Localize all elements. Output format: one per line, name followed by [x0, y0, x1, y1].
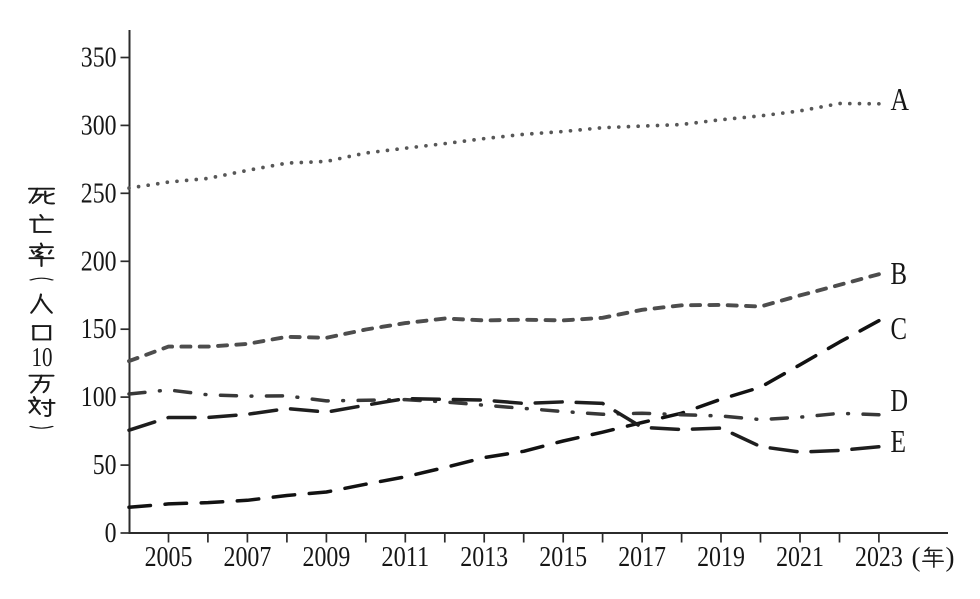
- svg-text:C: C: [891, 310, 908, 346]
- svg-text:(: (: [912, 542, 921, 572]
- svg-text:350: 350: [81, 43, 117, 74]
- svg-text:2011: 2011: [381, 542, 429, 573]
- svg-text:2013: 2013: [460, 542, 508, 573]
- svg-text:2019: 2019: [697, 542, 745, 573]
- svg-text:2023: 2023: [855, 542, 903, 573]
- svg-text:D: D: [891, 382, 909, 418]
- svg-text:300: 300: [81, 110, 117, 141]
- svg-text:): ): [946, 542, 955, 572]
- svg-text:A: A: [891, 81, 910, 117]
- svg-text:E: E: [891, 423, 907, 459]
- svg-text:2021: 2021: [776, 542, 824, 573]
- svg-text:B: B: [891, 255, 908, 291]
- svg-text:100: 100: [81, 382, 117, 413]
- svg-text:10: 10: [32, 342, 53, 372]
- svg-text:2017: 2017: [618, 542, 666, 573]
- svg-text:2005: 2005: [145, 542, 193, 573]
- svg-text:2007: 2007: [224, 542, 272, 573]
- svg-text:250: 250: [81, 178, 117, 209]
- svg-text:150: 150: [81, 314, 117, 345]
- svg-text:200: 200: [81, 246, 117, 277]
- svg-text:2015: 2015: [539, 542, 587, 573]
- svg-text:2009: 2009: [303, 542, 351, 573]
- svg-text:50: 50: [93, 450, 117, 481]
- svg-text:0: 0: [105, 518, 117, 549]
